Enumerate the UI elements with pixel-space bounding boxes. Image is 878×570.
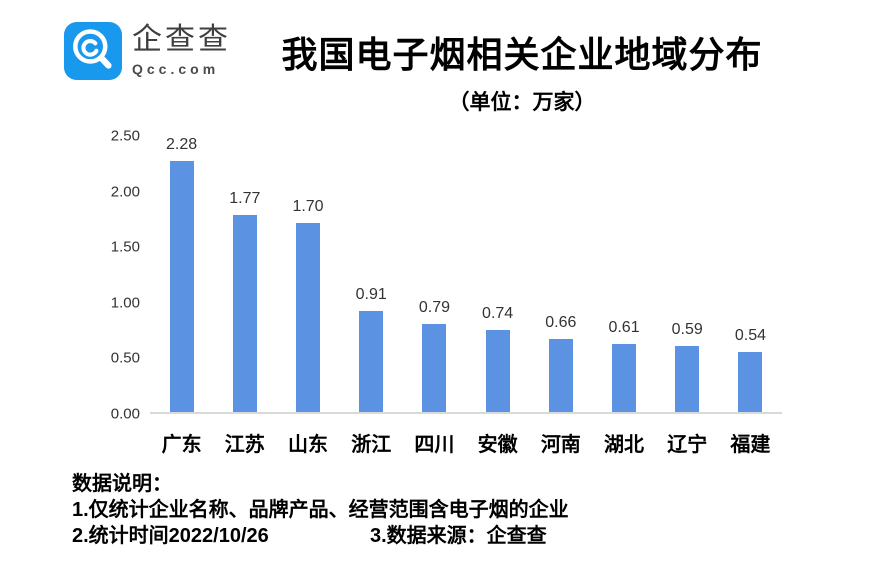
qcc-logo: 企查查 Qcc.com	[64, 22, 231, 80]
bar	[232, 215, 257, 412]
bar-value-label: 0.59	[671, 321, 703, 339]
bar-value-label: 0.79	[418, 299, 450, 317]
y-axis-label: 2.00	[110, 183, 140, 201]
brand-name-en: Qcc.com	[132, 61, 220, 77]
bar-column: 0.91	[340, 136, 403, 412]
bar-column: 1.70	[276, 136, 339, 412]
x-axis-label: 河南	[540, 434, 581, 456]
x-axis-label: 浙江	[351, 434, 392, 456]
x-axis: 广东 江苏 山东 浙江 四川 安徽 河南 湖北 辽宁 福建	[150, 428, 782, 457]
bar-column: 2.28	[150, 136, 213, 412]
note-1: 1.仅统计企业名称、品牌产品、经营范围含电子烟的企业	[72, 499, 569, 521]
bar	[422, 324, 447, 412]
bar-value-label: 0.54	[734, 326, 766, 344]
bar	[675, 346, 700, 412]
title-block: 我国电子烟相关企业地域分布 （单位：万家）	[252, 26, 792, 116]
bar-value-label: 2.28	[166, 136, 198, 153]
y-axis-label: 2.50	[110, 127, 140, 145]
bar	[548, 338, 573, 412]
bar-value-label: 0.91	[355, 285, 387, 303]
x-axis-label: 辽宁	[667, 434, 708, 456]
y-axis-label: 1.50	[110, 238, 140, 256]
notes-heading: 数据说明：	[72, 473, 172, 495]
bar-column: 0.79	[403, 136, 466, 412]
y-axis-label: 0.50	[110, 349, 140, 367]
x-axis-label: 山东	[288, 434, 328, 456]
logo-text: 企查查 Qcc.com	[132, 22, 231, 77]
x-axis-label: 江苏	[224, 434, 265, 456]
brand-name-cn: 企查查	[132, 23, 231, 56]
x-axis-label: 福建	[730, 434, 771, 456]
bar	[169, 161, 194, 412]
note-3: 3.数据来源：企查查	[370, 525, 547, 547]
qcc-magnifier-icon	[64, 22, 122, 80]
x-axis-label: 湖北	[604, 434, 645, 456]
bar-column: 0.54	[719, 136, 782, 412]
data-notes: 数据说明： 1.仅统计企业名称、品牌产品、经营范围含电子烟的企业 2.统计时间2…	[72, 471, 812, 549]
bar-value-label: 0.74	[482, 304, 514, 322]
bar-value-label: 1.77	[229, 190, 261, 208]
bar	[612, 344, 637, 412]
bar	[359, 310, 384, 412]
page-title: 我国电子烟相关企业地域分布	[281, 34, 763, 75]
bar-column: 0.61	[592, 136, 655, 412]
bar	[738, 351, 763, 412]
page-subtitle: （单位：万家）	[448, 91, 596, 114]
notes-line-3: 2.统计时间2022/10/26 3.数据来源：企查查	[72, 523, 812, 549]
bar-value-label: 0.66	[545, 313, 577, 331]
bar	[296, 222, 320, 412]
note-2: 2.统计时间2022/10/26	[72, 525, 269, 547]
bar-column: 0.74	[466, 136, 529, 412]
bar-column: 0.59	[656, 136, 719, 412]
y-axis: 2.50 2.00 1.50 1.00 0.50 0.00	[60, 128, 140, 423]
x-axis-label: 广东	[161, 434, 202, 456]
bar-column: 1.77	[213, 136, 276, 412]
bar	[485, 329, 510, 412]
y-axis-label: 1.00	[110, 294, 140, 312]
x-axis-label: 四川	[414, 434, 455, 456]
bar-value-label: 0.61	[608, 319, 640, 337]
bars: 2.28 1.77 1.70 0.91 0.79 0.74 0.66 0.61 0.59 0.54	[150, 136, 782, 412]
y-axis-label: 0.00	[110, 405, 140, 423]
bar-value-label: 1.70	[292, 197, 324, 215]
x-axis-label: 安徽	[477, 434, 518, 456]
plot-area: 2.28 1.77 1.70 0.91 0.79 0.74 0.66 0.61 0.59 0.54	[150, 136, 782, 414]
bar-column: 0.66	[529, 136, 592, 412]
